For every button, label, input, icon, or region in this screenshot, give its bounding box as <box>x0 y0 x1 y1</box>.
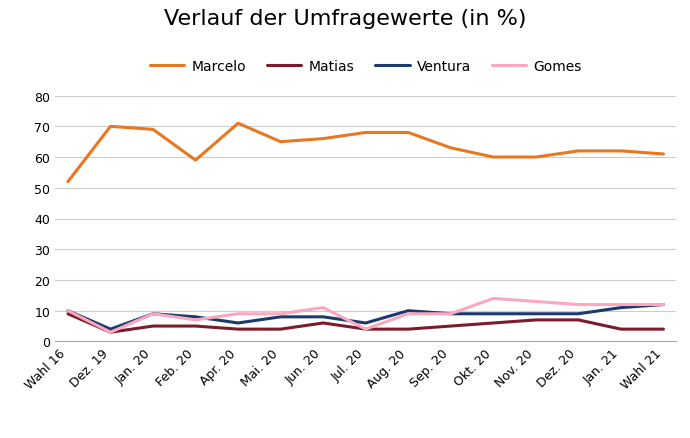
Matias <box>63 311 72 317</box>
Matias <box>191 324 199 329</box>
Matias <box>362 327 370 332</box>
Marcelo <box>319 137 327 142</box>
Marcelo <box>63 180 72 185</box>
Ventura <box>63 308 72 314</box>
Marcelo <box>617 149 625 154</box>
Marcelo <box>191 158 199 163</box>
Gomes <box>660 302 668 307</box>
Ventura <box>404 308 413 314</box>
Marcelo <box>362 131 370 136</box>
Gomes <box>63 308 72 314</box>
Ventura <box>532 311 540 317</box>
Matias <box>234 327 242 332</box>
Gomes <box>617 302 625 307</box>
Ventura <box>362 321 370 326</box>
Matias <box>277 327 285 332</box>
Gomes <box>234 311 242 317</box>
Marcelo <box>446 146 455 151</box>
Ventura <box>149 311 157 317</box>
Ventura <box>489 311 497 317</box>
Marcelo <box>574 149 582 154</box>
Matias <box>404 327 413 332</box>
Gomes <box>319 305 327 311</box>
Matias <box>574 318 582 323</box>
Matias <box>149 324 157 329</box>
Marcelo <box>489 155 497 160</box>
Line: Gomes: Gomes <box>68 299 664 332</box>
Line: Matias: Matias <box>68 314 664 332</box>
Matias <box>446 324 455 329</box>
Ventura <box>617 305 625 311</box>
Matias <box>617 327 625 332</box>
Matias <box>489 321 497 326</box>
Gomes <box>106 330 115 335</box>
Marcelo <box>234 121 242 127</box>
Gomes <box>362 327 370 332</box>
Matias <box>319 321 327 326</box>
Legend: Marcelo, Matias, Ventura, Gomes: Marcelo, Matias, Ventura, Gomes <box>144 54 587 79</box>
Marcelo <box>149 127 157 133</box>
Ventura <box>234 321 242 326</box>
Ventura <box>319 314 327 320</box>
Gomes <box>489 296 497 301</box>
Gomes <box>446 311 455 317</box>
Gomes <box>149 311 157 317</box>
Marcelo <box>404 131 413 136</box>
Gomes <box>574 302 582 307</box>
Matias <box>532 318 540 323</box>
Matias <box>660 327 668 332</box>
Marcelo <box>532 155 540 160</box>
Ventura <box>191 314 199 320</box>
Ventura <box>277 314 285 320</box>
Marcelo <box>660 152 668 157</box>
Gomes <box>532 299 540 304</box>
Matias <box>106 330 115 335</box>
Ventura <box>574 311 582 317</box>
Ventura <box>660 302 668 307</box>
Ventura <box>106 327 115 332</box>
Ventura <box>446 311 455 317</box>
Text: Verlauf der Umfragewerte (in %): Verlauf der Umfragewerte (in %) <box>164 9 526 29</box>
Line: Marcelo: Marcelo <box>68 124 664 182</box>
Gomes <box>404 311 413 317</box>
Line: Ventura: Ventura <box>68 305 664 329</box>
Gomes <box>277 311 285 317</box>
Marcelo <box>106 124 115 130</box>
Gomes <box>191 318 199 323</box>
Marcelo <box>277 140 285 145</box>
